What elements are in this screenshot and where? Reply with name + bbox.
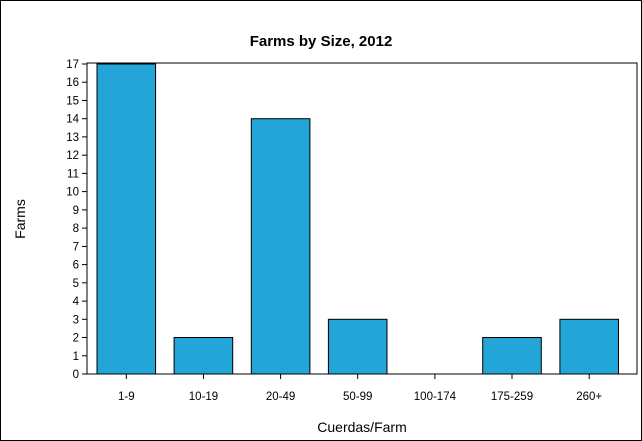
bar-20-49 bbox=[250, 118, 311, 375]
y-tick-label: 1 bbox=[73, 351, 79, 363]
y-axis-label: Farms bbox=[12, 199, 28, 239]
y-tick-label: 10 bbox=[66, 187, 79, 199]
y-tick-label: 16 bbox=[66, 77, 79, 89]
x-tick-label: 1-9 bbox=[118, 391, 135, 403]
bar-50-99 bbox=[327, 318, 388, 375]
y-tick-label: 12 bbox=[66, 150, 79, 162]
x-tick-label: 260+ bbox=[576, 391, 602, 403]
x-ticks-group: 1-9 10-19 20-49 50-99 100-174 175-259 260+ bbox=[118, 374, 602, 403]
y-tick-label: 5 bbox=[73, 278, 79, 290]
y-tick-label: 9 bbox=[73, 205, 79, 217]
bar-10-19 bbox=[173, 337, 234, 375]
y-tick-label: 7 bbox=[73, 241, 79, 253]
x-tick-label: 50-99 bbox=[343, 391, 372, 403]
y-tick-label: 13 bbox=[66, 132, 79, 144]
chart-title: Farms by Size, 2012 bbox=[250, 33, 393, 50]
y-tick-label: 17 bbox=[66, 59, 79, 71]
x-tick-label: 175-259 bbox=[491, 391, 533, 403]
x-tick-label: 100-174 bbox=[414, 391, 457, 403]
y-tick-label: 11 bbox=[67, 168, 79, 180]
bar-175-259 bbox=[482, 337, 542, 375]
y-tick-label: 3 bbox=[73, 314, 79, 326]
y-tick-label: 0 bbox=[73, 369, 79, 381]
y-tick-label: 14 bbox=[66, 114, 79, 126]
bar-1-9 bbox=[96, 63, 157, 375]
x-axis-label: Cuerdas/Farm bbox=[317, 419, 406, 435]
y-tick-label: 15 bbox=[66, 96, 79, 108]
y-tick-label: 4 bbox=[73, 296, 80, 308]
x-tick-label: 10-19 bbox=[189, 391, 218, 403]
y-tick-label: 2 bbox=[73, 333, 79, 345]
x-tick-label: 20-49 bbox=[266, 391, 295, 403]
y-tick-label: 6 bbox=[73, 260, 79, 272]
bar-260+ bbox=[559, 318, 620, 375]
y-tick-label: 8 bbox=[73, 223, 79, 235]
